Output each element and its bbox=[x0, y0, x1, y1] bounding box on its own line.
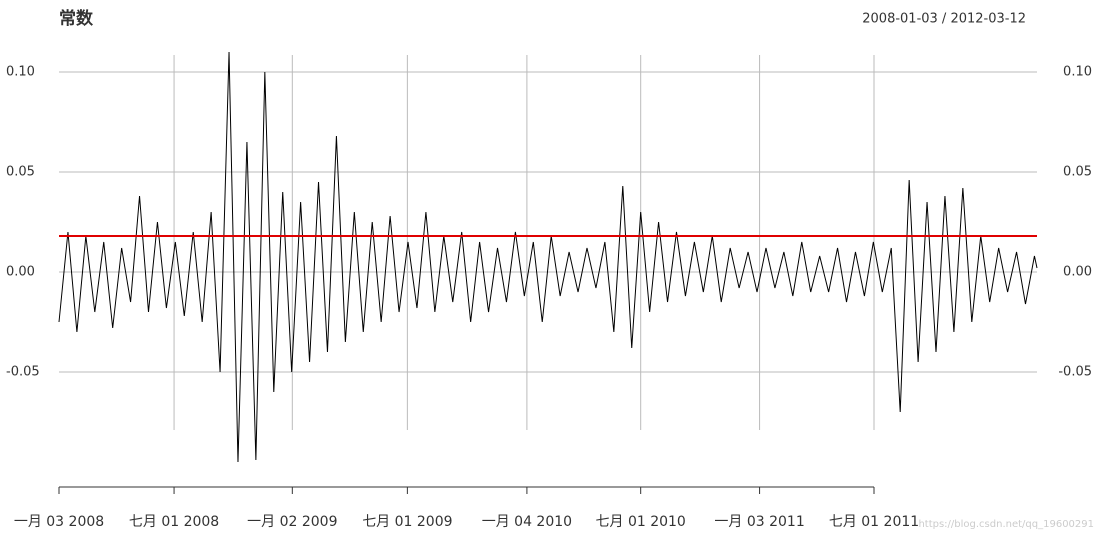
x-tick-label: 七月 01 2011 bbox=[829, 514, 919, 530]
watermark: https://blog.csdn.net/qq_19600291 bbox=[918, 519, 1094, 530]
y-tick-label: 0.00 bbox=[6, 265, 35, 280]
y-tick-label-right: 0.10 bbox=[1063, 65, 1092, 80]
chart-title: 常数 bbox=[59, 8, 94, 29]
x-tick-label: 七月 01 2008 bbox=[129, 514, 219, 530]
date-range: 2008-01-03 / 2012-03-12 bbox=[862, 12, 1026, 27]
y-tick-label-right: -0.05 bbox=[1058, 365, 1092, 380]
y-tick-label: 0.10 bbox=[6, 65, 35, 80]
y-tick-label: -0.05 bbox=[6, 365, 40, 380]
series-line bbox=[58, 51, 1038, 463]
x-tick-label: 一月 03 2011 bbox=[714, 514, 804, 530]
y-tick-label-right: 0.00 bbox=[1063, 265, 1092, 280]
x-tick-label: 七月 01 2009 bbox=[362, 514, 452, 530]
x-tick-label: 七月 01 2010 bbox=[596, 514, 686, 530]
x-tick-label: 一月 02 2009 bbox=[247, 514, 337, 530]
y-tick-label: 0.05 bbox=[6, 165, 35, 180]
x-tick-label: 一月 04 2010 bbox=[482, 514, 572, 530]
y-tick-label-right: 0.05 bbox=[1063, 165, 1092, 180]
x-tick-label: 一月 03 2008 bbox=[14, 514, 104, 530]
